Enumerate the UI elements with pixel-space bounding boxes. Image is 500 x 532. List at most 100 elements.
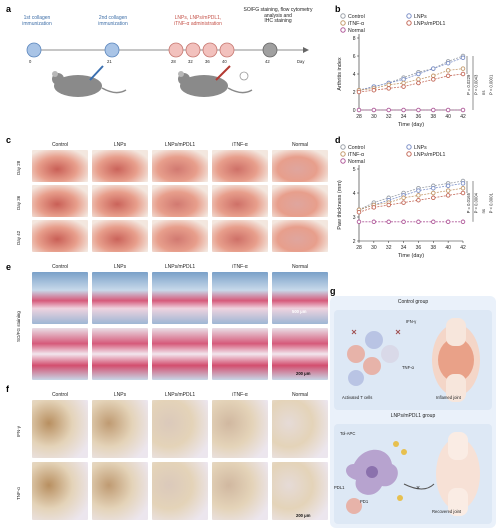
d-xtick-label: 36: [416, 245, 422, 251]
day-tick-32: 32: [188, 59, 193, 64]
day-tick-36: 36: [205, 59, 210, 64]
d-series-line: [358, 192, 464, 213]
b-xtick-label: 36: [416, 114, 422, 120]
day-tick-28: 28: [171, 59, 176, 64]
panel-label-d: d: [335, 135, 341, 145]
d-ytick-label: 5: [353, 167, 356, 173]
b-data-point: [371, 87, 377, 93]
b-pvalue: P = 0.0229: [466, 74, 471, 95]
b-data-point: [371, 107, 377, 113]
b-data-point: [445, 68, 451, 73]
b-pvalue: ns: [481, 91, 486, 95]
d-xtick-label: 38: [431, 245, 437, 251]
timeline-node-day40: [219, 42, 235, 58]
cytokine-icon-2: [351, 329, 357, 335]
ihc-image-r0-c2: [152, 400, 208, 458]
d-data-point: [371, 219, 377, 225]
d-data-point: [431, 195, 436, 201]
b-legend-marker: [406, 20, 412, 26]
d-data-point: [416, 219, 421, 225]
d-data-point: [445, 193, 451, 198]
c-row-day42: Day 42: [16, 230, 21, 246]
paw-photo-r2-c3: [212, 220, 268, 252]
f-row-ifn: IFN-γ: [16, 426, 21, 438]
day-axis-label: Day: [297, 59, 305, 64]
ihc-image-r0-c3: [212, 400, 268, 458]
timeline-node-day21: [104, 42, 120, 58]
t-cell-2: [365, 331, 383, 349]
d-legend-label: Normal: [348, 159, 365, 165]
b-data-point: [386, 86, 391, 91]
ihc-image-r0-c4: [272, 400, 328, 458]
d-data-point: [445, 219, 451, 225]
ihc-image-r0-c1: [92, 400, 148, 458]
timeline-node-day28: [168, 42, 184, 58]
nanoparticle-icon: [393, 441, 399, 447]
b-ytick-label: 0: [353, 108, 356, 114]
paw-photo-grid: Control LNPs LNPs/mPDL1 iTNF-α Normal Da…: [10, 140, 328, 258]
timeline-node-day36: [202, 42, 218, 58]
d-data-point: [371, 205, 377, 210]
b-xtick-label: 32: [386, 114, 392, 120]
c-col-lnps: LNPs: [113, 142, 127, 148]
d-xtick-label: 28: [356, 245, 362, 251]
b-xtick-label: 40: [445, 114, 451, 120]
histology-image-r0-c3: [212, 272, 268, 324]
ihc-image-r0-c0: [32, 400, 88, 458]
day-tick-42: 42: [265, 59, 270, 64]
d-data-point: [460, 181, 466, 186]
d-ytick-label: 4: [353, 191, 356, 197]
e-col-lnps: LNPs: [113, 264, 127, 270]
d-data-point: [460, 219, 466, 225]
c-col-lnps-mpdl1: LNPs/mPDL1: [164, 142, 196, 148]
d-ylabel: Paw thickness (mm): [337, 180, 343, 230]
b-data-point: [460, 71, 466, 77]
b-legend-label: Normal: [348, 28, 365, 34]
histology-image-r1-c2: [152, 328, 208, 380]
e-col-control: Control: [51, 264, 69, 270]
ihc-grid: Control LNPs LNPs/mPDL1 iTNF-α Normal IF…: [10, 390, 328, 528]
g-tol-label: Tol-APC: [340, 431, 356, 436]
d-legend-marker: [340, 158, 346, 164]
e-row-label: SO/FG staining: [16, 311, 21, 343]
histology-image-r0-c0: [32, 272, 88, 324]
b-data-point: [431, 66, 436, 71]
paw-photo-r0-c4: [272, 150, 328, 182]
g-tnf-label: TNF-α: [402, 365, 414, 370]
d-series-line: [358, 183, 464, 211]
d-series-line: [358, 180, 464, 211]
timeline-node-day0: [26, 42, 42, 58]
g-ifn-label: IFN-γ: [406, 319, 417, 324]
d-pvalue: P = 0.0165: [466, 192, 471, 213]
c-col-control: Control: [51, 142, 69, 148]
histology-grid: Control LNPs LNPs/mPDL1 iTNF-α Normal SO…: [10, 262, 328, 384]
b-data-point: [416, 107, 421, 113]
d-legend-marker: [340, 151, 346, 157]
b-xtick-label: 42: [460, 114, 466, 120]
b-ytick-label: 4: [353, 72, 356, 78]
paw-photo-r0-c2: [152, 150, 208, 182]
d-xtick-label: 32: [386, 245, 392, 251]
paw-photo-r0-c1: [92, 150, 148, 182]
c-row-day28: Day 28: [16, 160, 21, 176]
b-data-point: [431, 107, 436, 113]
histology-image-r0-c4: [272, 272, 328, 324]
b-ytick-label: 2: [353, 90, 356, 96]
panel-label-c: c: [6, 135, 12, 145]
paw-photo-r1-c1: [92, 185, 148, 217]
b-data-point: [460, 55, 466, 61]
b-ytick-label: 8: [353, 36, 356, 42]
d-data-point: [401, 200, 406, 205]
arthritis-index-chart: Control LNPs iTNF-α LNPs/mPDL1 Normal 0 2 4 6 8 28…: [337, 13, 494, 128]
c-col-normal: Normal: [291, 142, 309, 148]
d-data-point: [356, 209, 362, 215]
timeline-axis: [26, 42, 309, 97]
b-ytick-label: 6: [353, 54, 356, 60]
panel-label-g: g: [330, 286, 336, 296]
g-activated-label: Activated T cells: [342, 395, 373, 400]
d-data-point: [445, 188, 451, 193]
histology-image-r1-c4: [272, 328, 328, 380]
d-legend-label: LNPs: [414, 145, 427, 151]
t-cell-5: [348, 370, 364, 386]
